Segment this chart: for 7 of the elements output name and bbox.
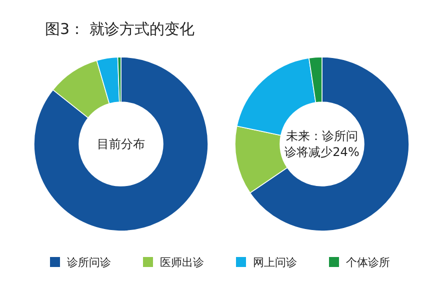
legend-label: 诊所问诊 bbox=[67, 256, 111, 269]
legend-label: 医师出诊 bbox=[160, 256, 204, 269]
text: 目前分布 bbox=[97, 137, 145, 151]
legend-label: 网上问诊 bbox=[253, 256, 297, 269]
text: 未来：诊所问诊将减少24% bbox=[284, 129, 360, 159]
chart-title: 图3： 就诊方式的变化 bbox=[45, 20, 194, 38]
legend-label: 个体诊所 bbox=[346, 256, 390, 269]
